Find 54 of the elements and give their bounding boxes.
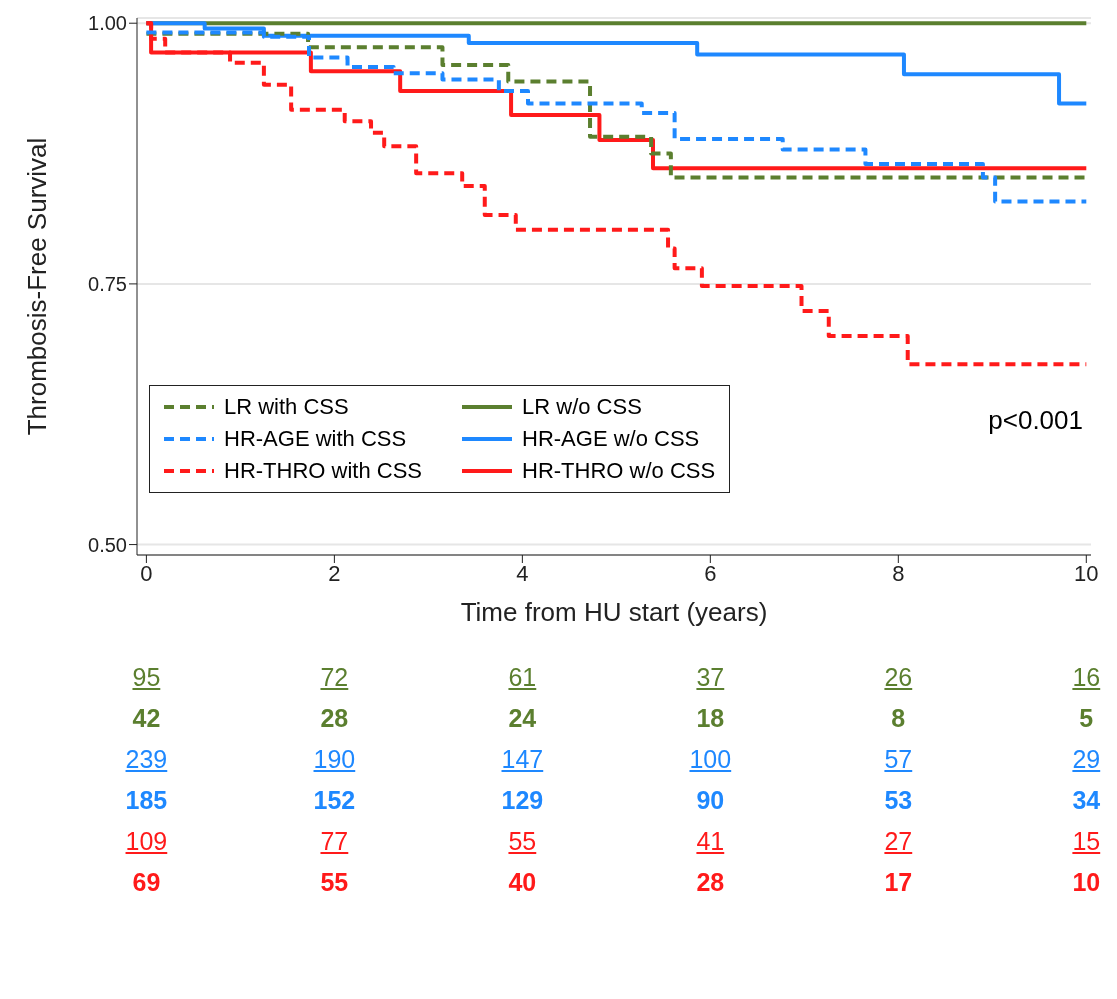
text: 5: [1078, 704, 1095, 733]
text: 28: [319, 704, 350, 733]
legend-label: LR with CSS: [224, 394, 349, 420]
text: 10: [1071, 868, 1102, 897]
text: 55: [319, 868, 350, 897]
text: 147: [500, 745, 545, 774]
text: 77: [319, 827, 350, 856]
text: 190: [312, 745, 357, 774]
text: 42: [131, 704, 162, 733]
text: 100: [688, 745, 733, 774]
text: 55: [507, 827, 538, 856]
text: 53: [883, 786, 914, 815]
text: 72: [319, 663, 350, 692]
text: 29: [1071, 745, 1102, 774]
x-tick-label: 4: [516, 560, 529, 586]
y-tick-label: 0.50: [88, 533, 127, 556]
legend-label: HR-AGE w/o CSS: [522, 426, 700, 452]
text: 109: [124, 827, 169, 856]
text: 18: [695, 704, 726, 733]
text: 15: [1071, 827, 1102, 856]
legend-label: HR-THRO w/o CSS: [522, 458, 716, 484]
text: 8: [890, 704, 907, 733]
text: 41: [695, 827, 726, 856]
text: 34: [1071, 786, 1102, 815]
text: 28: [695, 868, 726, 897]
x-tick-label: 10: [1074, 560, 1099, 586]
text: 27: [883, 827, 914, 856]
text: 129: [500, 786, 545, 815]
x-tick-label: 2: [328, 560, 341, 586]
x-tick-label: 0: [140, 560, 153, 586]
text: 69: [131, 868, 162, 897]
legend-label: HR-THRO with CSS: [224, 458, 423, 484]
text: 152: [312, 786, 357, 815]
text: 239: [124, 745, 169, 774]
x-axis-title: Time from HU start (years): [460, 597, 768, 627]
text: 24: [507, 704, 538, 733]
legend-label: HR-AGE with CSS: [224, 426, 407, 452]
x-tick-label: 8: [892, 560, 905, 586]
text: 61: [507, 663, 538, 692]
text: 185: [124, 786, 169, 815]
y-tick-label: 0.75: [88, 272, 127, 295]
annotation: p<0.001: [988, 405, 1083, 436]
text: 26: [883, 663, 914, 692]
text: 57: [883, 745, 914, 774]
x-tick-label: 6: [704, 560, 717, 586]
text: 37: [695, 663, 726, 692]
text: 90: [695, 786, 726, 815]
text: 40: [507, 868, 538, 897]
text: 16: [1071, 663, 1102, 692]
y-axis-title: Thrombosis-Free Survival: [22, 137, 53, 436]
y-tick-label: 1.00: [88, 12, 127, 35]
legend-label: LR w/o CSS: [522, 394, 642, 420]
text: 95: [131, 663, 162, 692]
text: 17: [883, 868, 914, 897]
